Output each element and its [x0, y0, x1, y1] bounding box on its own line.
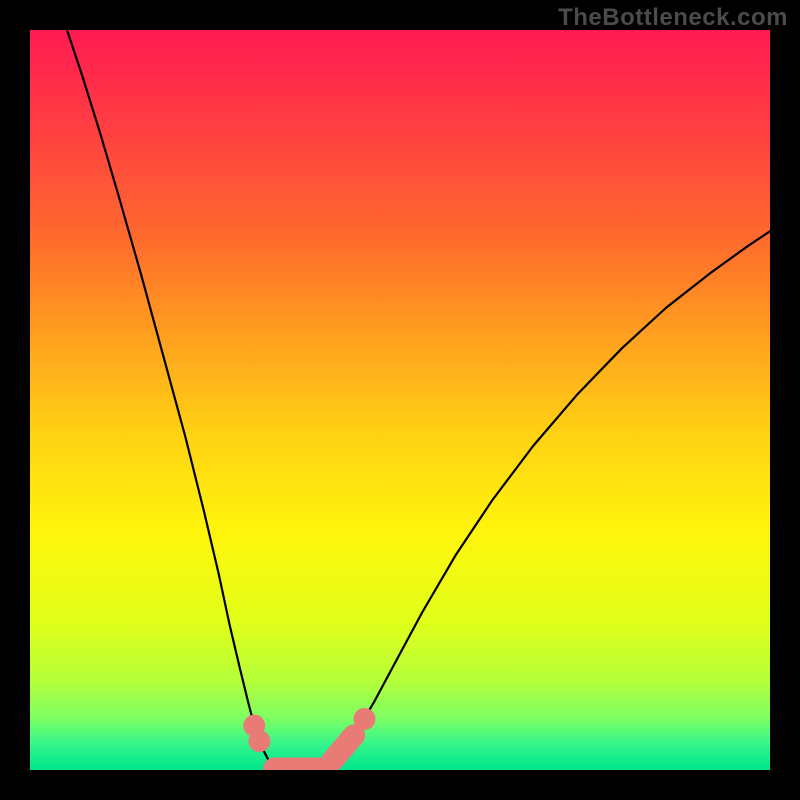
chart-svg: [30, 30, 770, 770]
plot-area: [30, 30, 770, 770]
gradient-background: [30, 30, 770, 770]
marker-dot: [248, 730, 270, 752]
marker-dot: [353, 708, 375, 730]
watermark-text: TheBottleneck.com: [558, 4, 788, 32]
